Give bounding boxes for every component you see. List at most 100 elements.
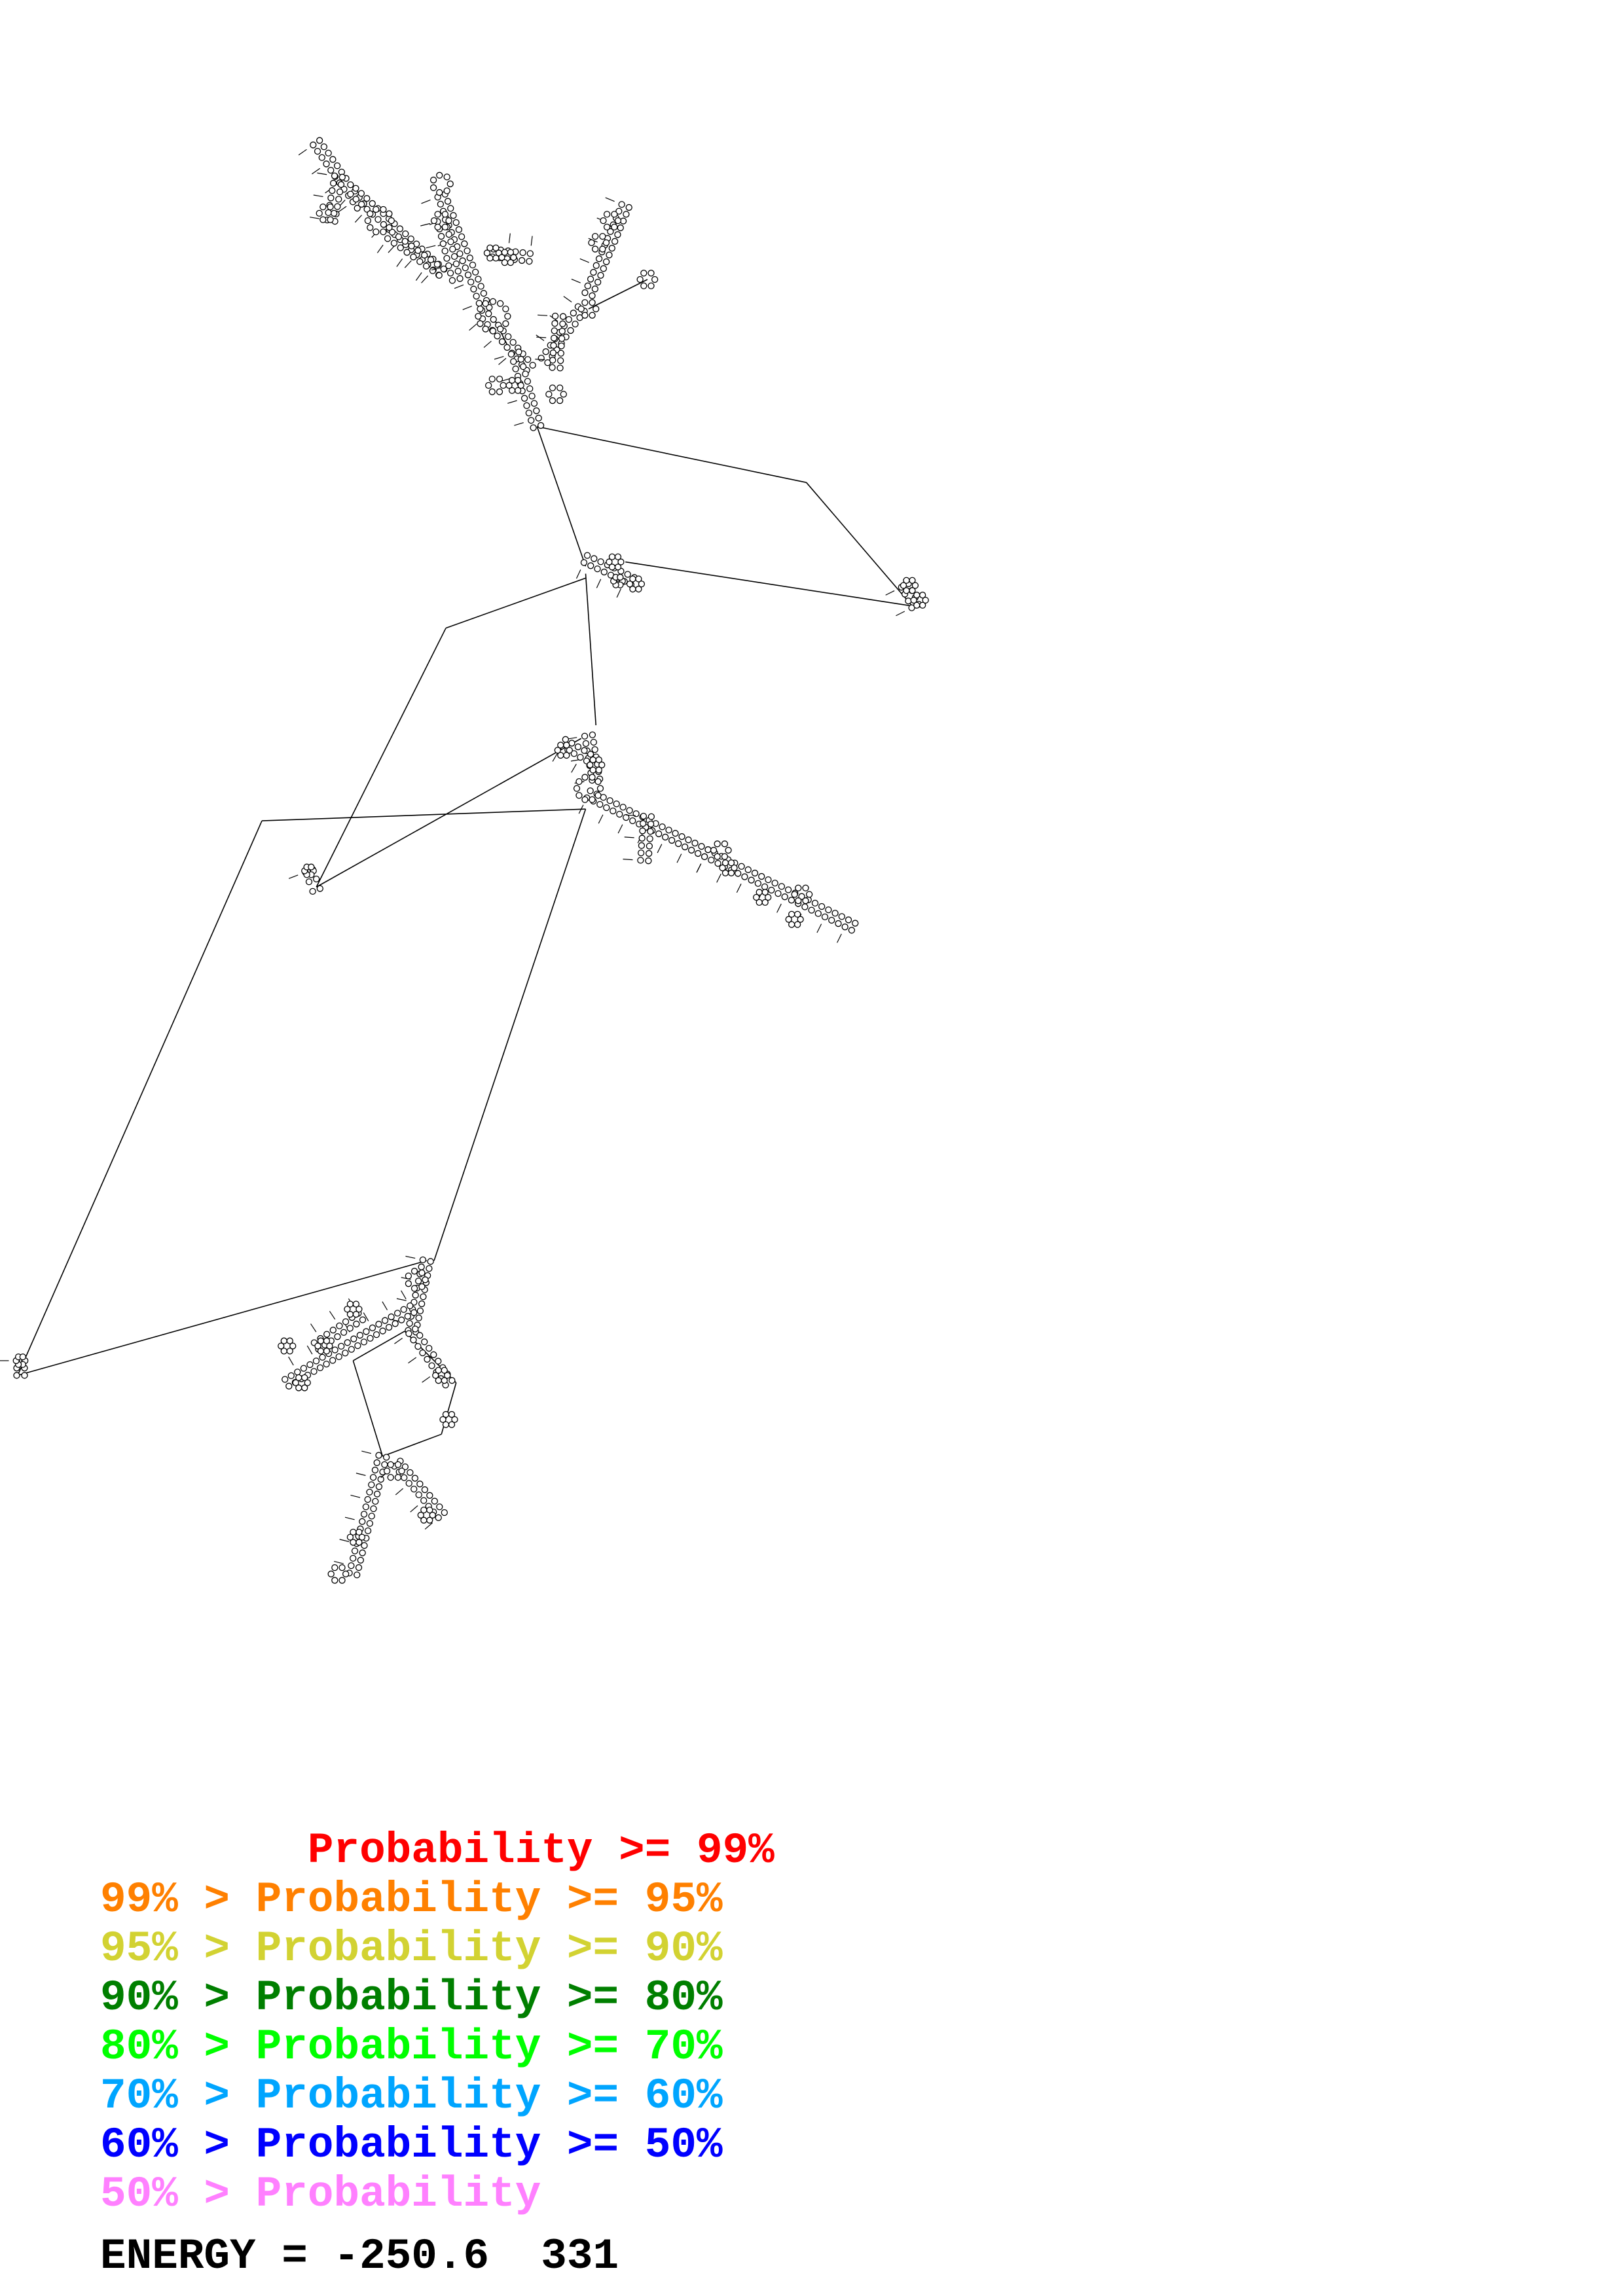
nucleotide <box>410 1285 418 1292</box>
tick-mark <box>514 422 524 426</box>
nucleotide <box>385 1323 393 1331</box>
nucleotide <box>593 262 600 269</box>
legend-label: Probability >= 50% <box>255 2121 723 2170</box>
nucleotide <box>507 350 515 358</box>
nucleotide <box>595 756 602 764</box>
tick-mark <box>535 359 545 361</box>
nucleotide <box>427 256 435 264</box>
nucleotide <box>403 249 410 256</box>
nucleotide <box>305 878 313 886</box>
nucleotide <box>462 264 469 272</box>
nucleotide <box>756 899 763 906</box>
nucleotide <box>793 910 801 918</box>
nucleotide <box>496 388 503 395</box>
nucleotide <box>331 172 338 179</box>
nucleotide <box>436 1503 443 1511</box>
legend-row: 70% > Probability >= 60% <box>100 2072 775 2121</box>
nucleotide <box>414 247 422 254</box>
nucleotide <box>600 265 607 272</box>
nucleotide <box>319 1354 326 1361</box>
nucleotide <box>316 1364 324 1371</box>
nucleotide <box>327 216 334 223</box>
tick-mark <box>310 217 320 219</box>
nucleotide <box>338 1564 346 1571</box>
nucleotide <box>595 255 603 262</box>
nucleotide <box>286 1337 293 1344</box>
nucleotide <box>323 1337 331 1344</box>
nucleotide <box>558 342 565 350</box>
tick-mark <box>363 1312 369 1321</box>
nucleotide <box>758 872 765 880</box>
nucleotide <box>406 1319 413 1327</box>
nucleotide <box>591 232 599 240</box>
nucleotide <box>751 869 759 877</box>
nucleotide <box>482 325 489 332</box>
nucleotide <box>439 1416 447 1423</box>
nucleotide <box>626 581 634 588</box>
nucleotide <box>512 365 519 372</box>
tick-mark <box>616 588 622 598</box>
nucleotide <box>577 305 585 313</box>
nucleotide <box>338 173 346 181</box>
nucleotide <box>494 332 501 340</box>
nucleotide <box>289 1342 297 1350</box>
nucleotide <box>903 577 910 584</box>
nucleotide <box>327 166 335 174</box>
nucleotide <box>791 891 798 898</box>
nucleotide <box>559 313 567 320</box>
nucleotide <box>551 319 558 327</box>
nucleotide <box>352 1310 360 1318</box>
nucleotide <box>821 913 829 921</box>
nucleotide <box>331 1577 338 1584</box>
nucleotide <box>651 276 659 283</box>
nucleotide <box>638 834 646 842</box>
tick-mark <box>657 844 663 853</box>
nucleotide <box>510 358 517 365</box>
nucleotide <box>331 209 338 217</box>
backbone-line <box>585 573 597 726</box>
nucleotide <box>387 1461 394 1468</box>
nucleotide <box>603 223 611 231</box>
nucleotide <box>919 601 926 609</box>
nucleotide <box>344 1306 351 1313</box>
nucleotide <box>910 596 917 604</box>
legend-prefix: 80% > <box>100 2022 256 2072</box>
nucleotide <box>396 225 404 232</box>
tick-mark <box>415 272 422 281</box>
nucleotide <box>427 1258 434 1265</box>
hairpin-loop <box>545 384 567 404</box>
tick-mark <box>578 804 584 814</box>
nucleotide <box>573 785 581 792</box>
nucleotide <box>420 1516 428 1524</box>
hairpin-loop <box>417 1506 436 1524</box>
nucleotide <box>611 238 619 245</box>
nucleotide <box>369 1324 376 1331</box>
nucleotide <box>845 916 852 924</box>
nucleotide <box>640 812 647 820</box>
nucleotide <box>581 747 588 754</box>
nucleotide <box>589 774 596 781</box>
hairpin-loop <box>405 1268 429 1292</box>
tick-mark <box>426 245 436 249</box>
nucleotide <box>344 1339 351 1346</box>
nucleotide <box>596 800 604 808</box>
nucleotide <box>373 1490 381 1498</box>
nucleotide <box>562 736 569 743</box>
nucleotide <box>581 299 589 306</box>
nucleotide <box>366 1520 374 1527</box>
nucleotide <box>725 846 732 854</box>
nucleotide <box>418 1283 426 1291</box>
nucleotide <box>350 1539 357 1546</box>
hairpin-loop <box>432 1367 451 1384</box>
nucleotide <box>756 889 763 896</box>
tick-mark <box>310 1323 317 1333</box>
nucleotide <box>13 1372 20 1379</box>
tick-mark <box>469 323 477 331</box>
nucleotide <box>295 1374 302 1382</box>
nucleotide <box>507 259 515 266</box>
tick-mark <box>298 149 307 156</box>
nucleotide <box>450 253 458 260</box>
nucleotide <box>469 261 477 269</box>
nucleotide <box>635 575 642 583</box>
nucleotide <box>415 1491 422 1499</box>
